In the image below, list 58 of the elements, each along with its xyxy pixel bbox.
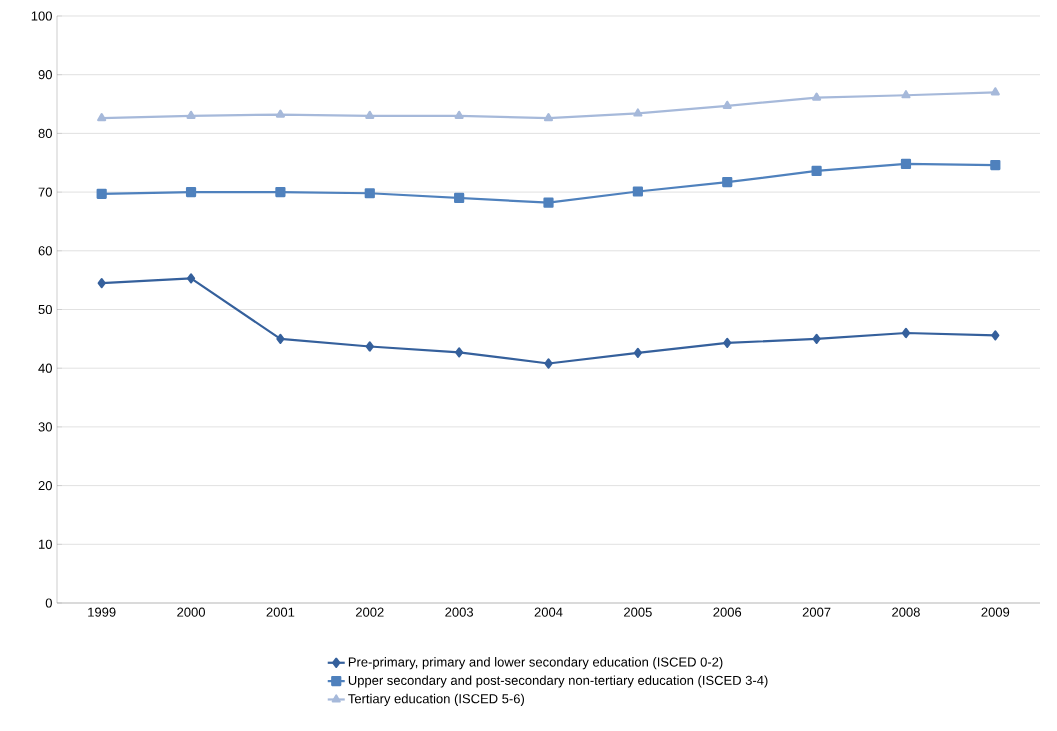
point	[365, 110, 375, 119]
point	[275, 109, 285, 118]
point	[632, 186, 643, 197]
point	[811, 165, 822, 177]
x-tick-label: 1999	[88, 607, 116, 617]
y-tick-label: 30	[38, 422, 52, 432]
legend-label: Tertiary education (ISCED 5-6)	[348, 693, 524, 706]
point	[97, 277, 106, 289]
point	[990, 87, 1000, 96]
point	[812, 92, 822, 101]
point	[364, 188, 375, 199]
x-tick-label: 2003	[445, 607, 474, 617]
y-tick-label: 40	[38, 363, 52, 373]
point	[722, 100, 732, 109]
y-tick-label: 20	[38, 480, 52, 491]
point	[97, 113, 107, 122]
point	[365, 341, 374, 352]
x-tick-label: 2002	[355, 607, 384, 617]
point	[723, 337, 732, 349]
point	[901, 327, 911, 339]
point	[276, 333, 285, 344]
point	[990, 159, 1001, 171]
point	[454, 110, 464, 119]
point	[901, 90, 911, 99]
x-tick-label: 2005	[624, 607, 652, 617]
point	[812, 333, 821, 344]
point	[455, 347, 464, 358]
point	[633, 108, 643, 117]
point	[185, 186, 197, 198]
point	[275, 186, 286, 198]
y-tick-label: 80	[38, 128, 52, 138]
point	[991, 330, 1000, 341]
x-tick-label: 2008	[892, 607, 920, 617]
point	[544, 358, 553, 369]
point	[543, 113, 554, 122]
y-tick-label: 0	[45, 598, 52, 608]
legend-label: Pre-primary, primary and lower secondary education (ISCED 0-2)	[348, 657, 723, 670]
point	[96, 188, 107, 199]
x-tick-label: 2006	[713, 607, 742, 617]
y-tick-label: 90	[38, 70, 52, 80]
x-tick-label: 2001	[266, 607, 295, 617]
point	[186, 110, 196, 119]
y-tick-label: 50	[38, 304, 52, 315]
x-tick-label: 2009	[981, 607, 1010, 617]
x-tick-label: 2007	[802, 607, 831, 617]
y-tick-label: 60	[38, 246, 52, 256]
x-tick-label: 2004	[534, 607, 563, 617]
point	[722, 177, 733, 188]
point	[454, 192, 465, 204]
point	[900, 158, 912, 170]
y-tick-label: 10	[38, 539, 52, 549]
point	[543, 197, 554, 208]
x-tick-label: 2000	[177, 607, 205, 617]
y-tick-label: 100	[31, 11, 52, 21]
point	[633, 347, 642, 359]
point	[186, 273, 196, 284]
y-tick-label: 70	[38, 187, 52, 197]
legend-label: Upper secondary and post-secondary non-tertiary education (ISCED 3-4)	[348, 675, 768, 688]
